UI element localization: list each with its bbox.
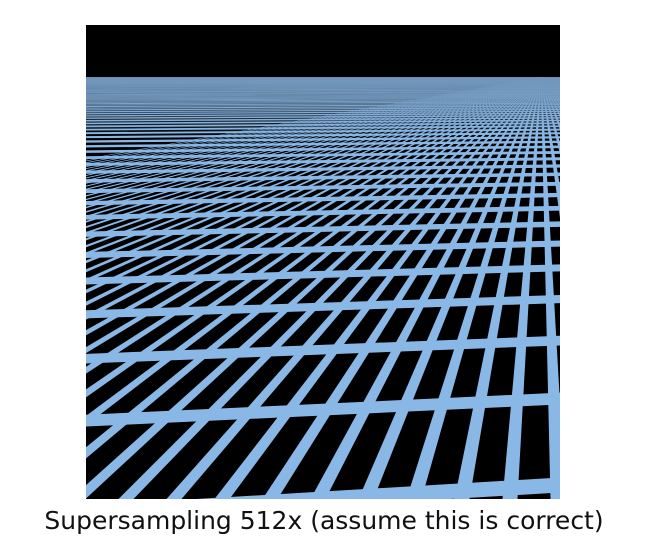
- cross-line: [86, 335, 560, 364]
- cross-line: [86, 294, 560, 319]
- perspective-grid-plane: [86, 25, 560, 499]
- image-caption: Supersampling 512x (assume this is corre…: [44, 506, 604, 535]
- sky-region: [86, 25, 560, 77]
- rendered-grid-image: [86, 25, 560, 499]
- horizon-haze: [86, 77, 560, 277]
- cross-line: [196, 477, 560, 499]
- cross-line: [86, 392, 560, 427]
